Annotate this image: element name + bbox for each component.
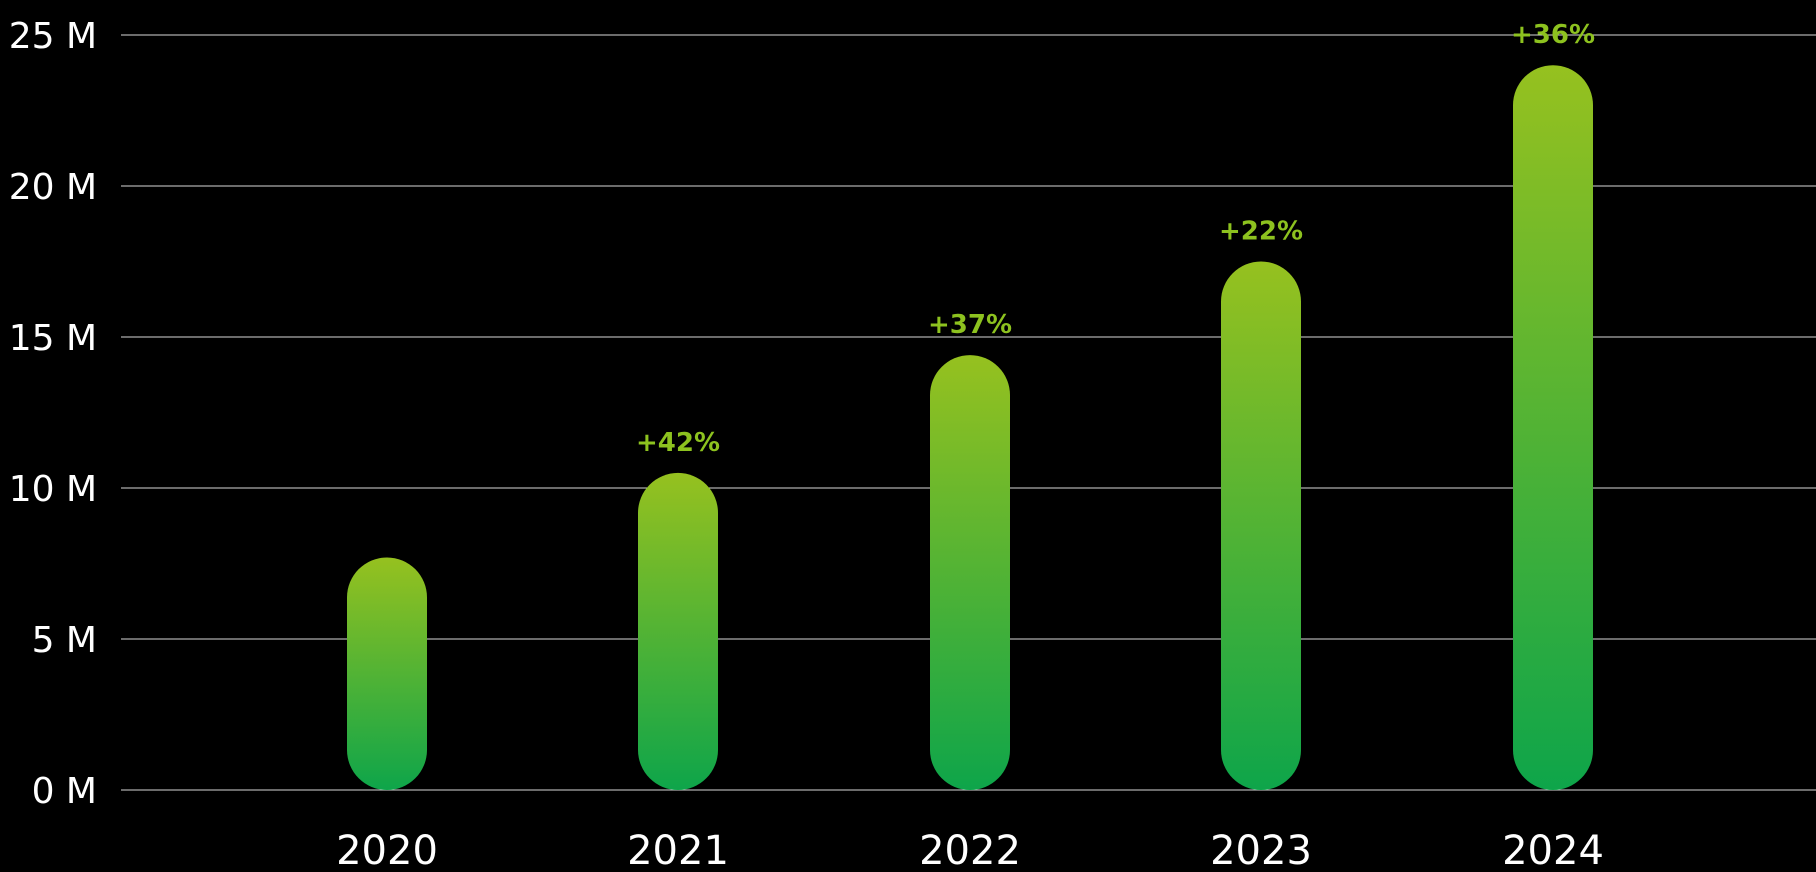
bar-2022: [930, 355, 1010, 790]
growth-label: +36%: [1511, 20, 1595, 50]
x-tick-label: 2024: [1502, 828, 1604, 872]
bar-2023: [1221, 261, 1301, 790]
growth-label: +37%: [928, 310, 1012, 340]
growth-label: +42%: [636, 428, 720, 458]
x-tick-label: 2022: [919, 828, 1021, 872]
y-axis-tick-labels: 0 M 5 M 10 M 15 M 20 M 25 M: [9, 16, 97, 812]
y-tick-label: 20 M: [9, 167, 97, 208]
bar-2021: [638, 472, 718, 790]
y-tick-label: 25 M: [9, 16, 97, 57]
y-tick-label: 10 M: [9, 469, 97, 510]
growth-label: +22%: [1219, 217, 1303, 247]
y-tick-label: 15 M: [9, 318, 97, 359]
y-tick-label: 5 M: [32, 620, 97, 661]
x-tick-label: 2020: [336, 828, 438, 872]
y-tick-label: 0 M: [32, 771, 97, 812]
growth-labels: +42% +37% +22% +36%: [636, 20, 1595, 458]
x-tick-label: 2021: [627, 828, 729, 872]
bar-2020: [347, 557, 427, 790]
x-tick-label: 2023: [1210, 828, 1312, 872]
bars: [347, 65, 1593, 790]
bar-2024: [1513, 65, 1593, 790]
x-axis-tick-labels: 2020 2021 2022 2023 2024: [336, 828, 1604, 872]
